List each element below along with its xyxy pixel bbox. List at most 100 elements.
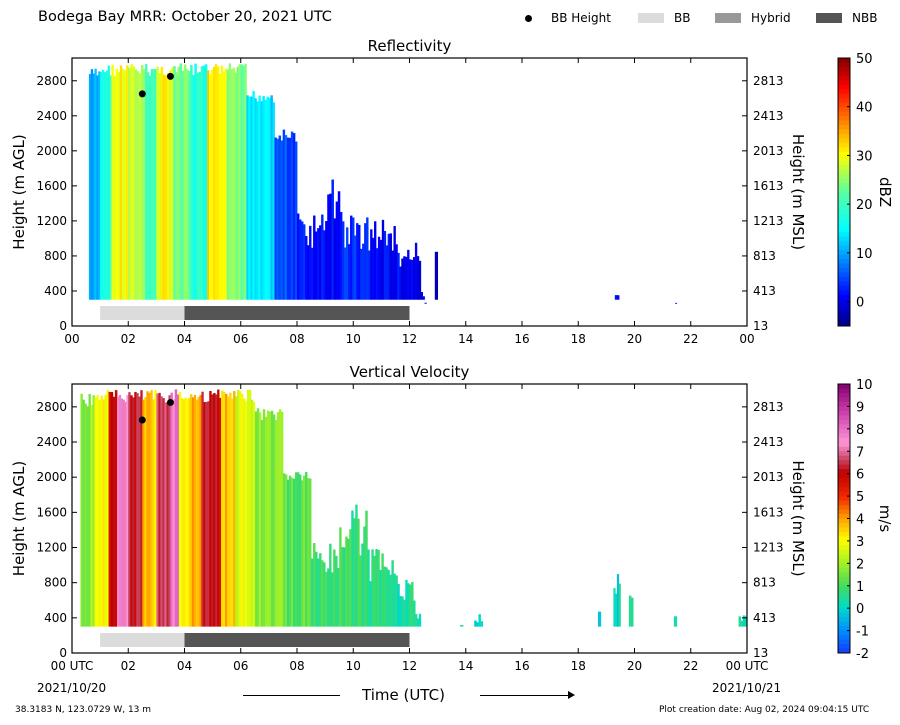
colorbar-tick-label: 2 [856,557,864,572]
echo-column [323,562,326,627]
echo-column [282,129,286,300]
echo-column [166,402,169,627]
colorbar-segment [838,196,850,202]
colorbar-segment [838,446,850,452]
y-axis-label-right: Height (m MSL) [789,134,807,250]
echo-column [395,575,398,627]
echo-column [329,543,332,627]
echo-column [614,295,618,300]
site-title: Bodega Bay MRR: October 20, 2021 UTC [38,9,332,25]
band-segment-bb [100,633,185,647]
colorbar-segment [838,263,850,269]
colorbar-segment [838,125,850,130]
echo-column [305,471,308,627]
echo-column [274,137,277,300]
colorbar-segment [838,165,850,171]
echo-column [166,73,170,300]
echo-column [130,64,133,300]
echo-column [393,573,396,627]
echo-column [176,394,180,627]
echo-column [126,65,129,300]
band-segment-nbb [184,306,410,320]
y-tick-label: 400 [44,611,67,625]
y-tick-label-right: 1613 [753,179,784,193]
echo-column [616,574,620,627]
echo-column [331,179,334,300]
echo-column [143,69,146,300]
colorbar-segment [838,558,850,564]
echo-column [100,71,103,300]
echo-column [348,244,351,300]
colorbar-segment [838,509,850,515]
echo-column [223,391,226,627]
echo-column [236,66,239,300]
echo-column [359,555,362,627]
y-tick-label-right: 13 [753,319,768,333]
colorbar-segment [838,84,850,90]
echo-column [246,95,249,300]
echo-column [243,398,246,627]
colorbar-segment [838,58,850,63]
colorbar-segment [838,491,850,497]
y-tick-label-right: 1213 [753,214,784,228]
colorbar-segment [838,473,850,479]
echo-column [474,620,477,627]
colorbar-segment [838,89,850,95]
y-tick-label-right: 2013 [753,144,784,158]
echo-column [121,69,125,300]
echo-column [211,394,214,627]
echo-column [325,221,328,300]
echo-column [264,416,268,627]
echo-column [297,213,300,300]
colorbar-segment [838,254,850,260]
echo-column [250,399,254,627]
echo-column [305,236,308,300]
echo-column [367,549,370,627]
echo-column [244,63,247,300]
echo-column [197,396,200,627]
y-tick-label: 2800 [36,400,67,414]
echo-column [403,256,406,300]
x-tick-label: 20 [627,332,642,346]
colorbar-segment [838,147,850,153]
echo-column [335,201,339,300]
echo-column [317,558,320,627]
echo-column [395,244,398,300]
echo-column [170,392,173,627]
echo-column [405,256,408,300]
panel-title: Reflectivity [368,37,452,55]
echo-column [188,70,191,300]
y-tick-label: 2000 [36,144,67,158]
echo-column [270,95,273,300]
echo-column [246,389,250,627]
colorbar-segment [838,451,850,457]
colorbar-tick-label: 30 [856,149,873,164]
colorbar-segment [838,102,850,108]
echo-column [115,68,119,300]
x-tick-label: 14 [458,332,473,346]
colorbar-label: m/s [876,505,894,533]
echo-column [160,66,164,300]
echo-column [173,66,176,300]
echo-column [103,72,107,300]
echo-column [272,102,275,300]
echo-column [150,69,154,300]
legend-nbb-swatch [816,13,842,23]
y-axis-label: Height (m AGL) [10,461,28,576]
echo-column [374,221,377,300]
y-tick-label: 2400 [36,435,67,449]
echo-column [342,221,345,300]
echo-column [268,97,271,300]
echo-column [145,63,148,300]
echo-column [280,140,284,300]
echo-column [250,96,253,300]
echo-column [319,225,322,300]
echo-column [256,101,259,300]
echo-column [105,70,109,300]
echo-column [339,527,342,627]
colorbar-segment [838,392,850,398]
y-tick-label-right: 813 [753,576,776,590]
echo-column [303,475,306,627]
x-tick-label: 08 [289,659,304,673]
echo-column [309,225,312,300]
